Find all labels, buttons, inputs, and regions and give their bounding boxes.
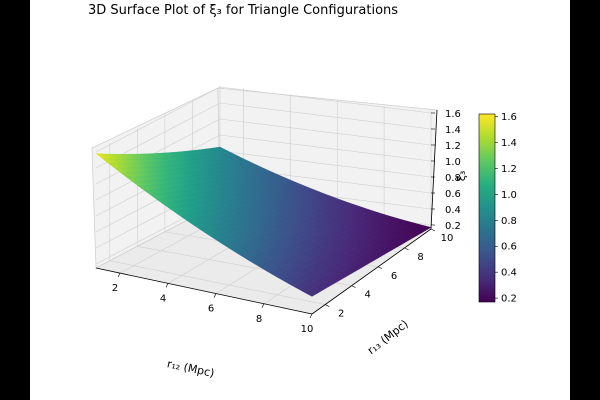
colorbar-tick-label: 0.6: [501, 242, 517, 253]
x-tick-label: 2: [112, 283, 118, 294]
y-tick-label: 8: [417, 252, 423, 263]
z-tick-label: 0.8: [445, 173, 461, 184]
y-tick-mark: [377, 266, 383, 270]
colorbar-tick-label: 1.2: [501, 164, 517, 175]
colorbar-tick-label: 0.8: [501, 216, 517, 227]
y-tick-label: 6: [391, 271, 397, 282]
y-tick-mark: [325, 304, 330, 307]
x-tick-label: 10: [301, 324, 314, 335]
y-tick-mark: [404, 247, 409, 251]
colorbar-tick-label: 1.6: [501, 112, 517, 123]
z-tick-label: 1.6: [445, 109, 461, 120]
x-tick-labels: 2 4 6 8 10: [112, 272, 314, 335]
y-axis-label: r₁₃ (Mpc): [365, 317, 411, 357]
x-tick-label: 8: [256, 314, 262, 325]
x-tick-label: 6: [208, 304, 214, 315]
y-tick-label: 4: [364, 290, 370, 301]
colorbar: [478, 113, 496, 303]
x-axis-label: r₁₂ (Mpc): [166, 357, 216, 380]
z-tick-label: 0.4: [445, 205, 461, 216]
x-tick-mark: [213, 293, 217, 298]
z-tick-label: 0.6: [445, 189, 461, 200]
z-tick-labels: 0.2 0.4 0.6 0.8 1.0 1.2 1.4 1.6: [431, 109, 461, 232]
y-tick-mark: [430, 228, 436, 232]
figure-canvas: 2 4 6 8 10 2 4 6 8 10 0.2 0.4 0.6 0.8 1.0 1.2 1.4 1.6 3…: [30, 0, 570, 400]
surface-plot: [95, 146, 432, 297]
colorbar-tick-label: 0.2: [501, 294, 517, 305]
colorbar-tick-label: 1.0: [501, 190, 517, 201]
y-tick-mark: [351, 285, 356, 288]
x-tick-mark: [165, 283, 169, 288]
x-tick-label: 4: [160, 293, 166, 304]
x-tick-mark: [261, 303, 265, 308]
colorbar-tick-label: 0.4: [501, 268, 517, 279]
chart-title: 3D Surface Plot of ξ₃ for Triangle Confi…: [88, 3, 398, 18]
z-axis-label: ξ₃: [455, 171, 468, 182]
x-tick-mark: [309, 313, 313, 319]
surface-patch: [305, 291, 316, 297]
x-tick-mark: [117, 272, 121, 278]
z-tick-label: 1.2: [445, 141, 461, 152]
z-tick-label: 1.0: [445, 157, 461, 168]
y-tick-label: 10: [441, 233, 454, 244]
z-tick-label: 1.4: [445, 125, 461, 136]
y-tick-label: 2: [338, 309, 344, 320]
z-tick-label: 0.2: [445, 221, 461, 232]
colorbar-tick-label: 1.4: [501, 138, 517, 149]
colorbar-ticks: 0.2 0.4 0.6 0.8 1.0 1.2 1.4 1.6: [495, 112, 517, 305]
y-tick-labels: 2 4 6 8 10: [325, 228, 454, 320]
surface-chart: 2 4 6 8 10 2 4 6 8 10 0.2 0.4 0.6 0.8 1.0 1.2 1.4 1.6 3…: [88, 3, 517, 380]
